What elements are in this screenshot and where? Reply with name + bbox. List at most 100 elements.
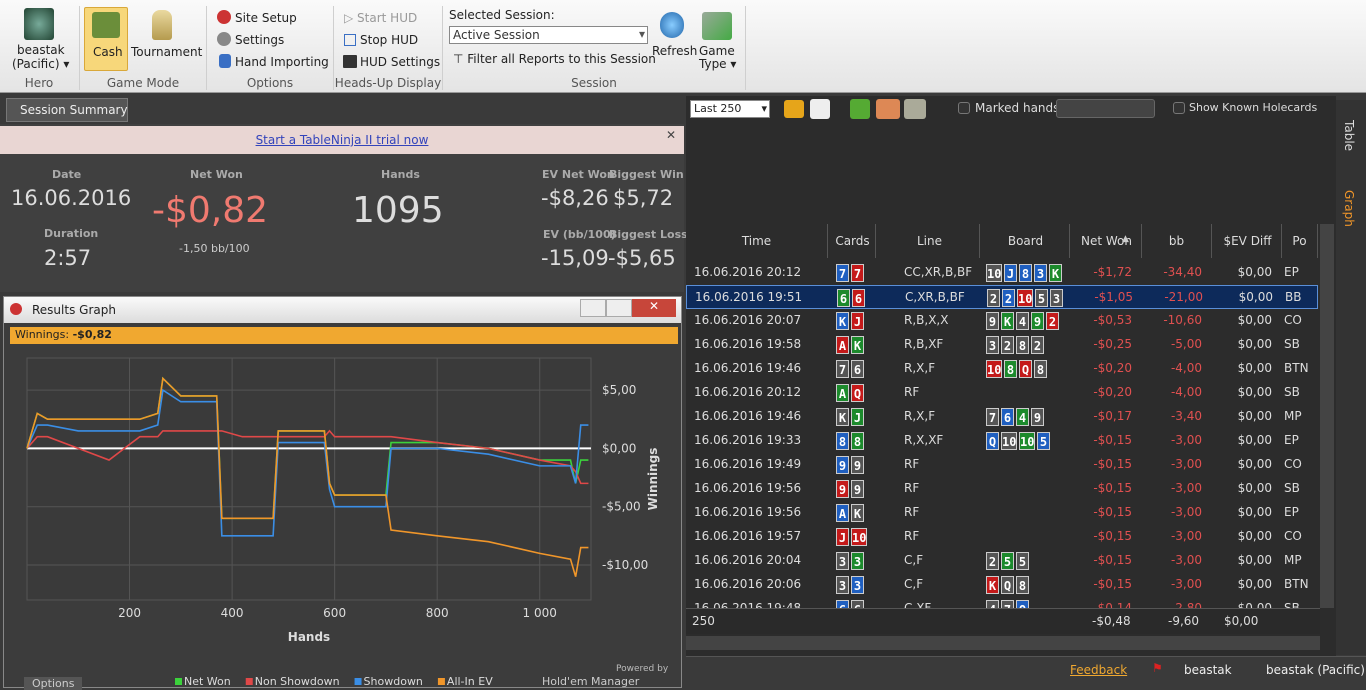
position: CO bbox=[1284, 457, 1302, 471]
hand-row[interactable]: 16.06.2016 19:56 A K RF -$0,15 -3,00 $0,00 EP bbox=[686, 501, 1318, 525]
column-header[interactable]: Po bbox=[1282, 224, 1318, 258]
board-card: 9 bbox=[986, 312, 999, 330]
stop-hud[interactable]: Stop HUD bbox=[360, 33, 419, 47]
refresh-label[interactable]: Refresh bbox=[652, 44, 698, 58]
y-tick-label: -$5,00 bbox=[602, 500, 641, 514]
maximize-button[interactable] bbox=[606, 299, 632, 317]
y-axis-label: Winnings bbox=[646, 448, 660, 511]
hand-row[interactable]: 16.06.2016 19:57 J 10 RF -$0,15 -3,00 $0,00 CO bbox=[686, 525, 1318, 549]
minimize-button[interactable] bbox=[580, 299, 606, 317]
line: R,X,XF bbox=[904, 433, 944, 447]
settings[interactable]: Settings bbox=[235, 33, 285, 47]
game-type-2[interactable]: Type ▾ bbox=[699, 57, 737, 71]
marked-dropdown[interactable] bbox=[1056, 99, 1155, 118]
hand-row[interactable]: 16.06.2016 20:12 A Q RF -$0,20 -4,00 $0,00 SB bbox=[686, 381, 1318, 405]
board-card: J bbox=[1004, 264, 1017, 282]
date: 16.06.2016 bbox=[11, 186, 132, 210]
marked-checkbox[interactable] bbox=[958, 102, 970, 114]
hand-row[interactable]: 16.06.2016 19:51 6 6 C,XR,B,BF 2 2 10 5 3 -$1,05-… bbox=[686, 285, 1318, 309]
hand-row[interactable]: 16.06.2016 20:07 K J R,B,X,X 9 K 4 9 2 -$0,53 -10,… bbox=[686, 309, 1318, 333]
table-footer: 250 -$0,48 -9,60 $0,00 bbox=[686, 608, 1320, 634]
hero-icon[interactable] bbox=[24, 8, 54, 40]
ev-diff: $0,00 bbox=[1237, 385, 1272, 399]
hole-card: 3 bbox=[851, 552, 864, 570]
filter-reports[interactable]: ⊤ Filter all Reports to this Session bbox=[453, 52, 656, 66]
flag-icon: ⚑ bbox=[1152, 661, 1163, 675]
time: 16.06.2016 19:33 bbox=[694, 433, 802, 447]
column-header[interactable]: Line bbox=[880, 224, 980, 258]
board-card: 4 bbox=[1016, 312, 1029, 330]
session-dropdown[interactable]: Active Session ▾ bbox=[449, 26, 648, 44]
hand-row[interactable]: 16.06.2016 20:06 3 3 C,F K Q 8 -$0,15 -3,00 $0,00… bbox=[686, 573, 1318, 597]
grid-button[interactable] bbox=[850, 99, 870, 119]
column-header[interactable]: Board bbox=[982, 224, 1070, 258]
replay-button[interactable] bbox=[810, 99, 830, 119]
options-tab[interactable]: Options bbox=[24, 677, 83, 690]
position: SB bbox=[1284, 337, 1300, 351]
hand-row[interactable]: 16.06.2016 20:12 7 7 CC,XR,B,BF 10 J 8 3 K -$1,72… bbox=[686, 261, 1318, 285]
board-card: 8 bbox=[1004, 360, 1017, 378]
board-card: 10 bbox=[986, 264, 1002, 282]
results-graph-window: Results Graph ✕ Winnings: -$0,82 $5,00 $0… bbox=[3, 296, 682, 690]
hand-row[interactable]: 16.06.2016 20:04 3 3 C,F 2 5 5 -$0,15 -3,00 $0,00… bbox=[686, 549, 1318, 573]
horizontal-scrollbar[interactable] bbox=[686, 636, 1320, 650]
group-label: Hero bbox=[24, 76, 54, 90]
tournament-label[interactable]: Tournament bbox=[131, 45, 203, 59]
chart-button[interactable] bbox=[876, 99, 900, 119]
hero-site[interactable]: (Pacific) ▾ bbox=[12, 57, 70, 71]
session-summary-tab[interactable]: Session Summary bbox=[6, 98, 128, 122]
cash-label: Cash bbox=[93, 45, 123, 59]
show-known-checkbox[interactable] bbox=[1173, 102, 1185, 114]
trophy-button[interactable] bbox=[904, 99, 926, 119]
bb: -3,00 bbox=[1170, 433, 1202, 447]
hand-row[interactable]: 16.06.2016 19:56 9 9 RF -$0,15 -3,00 $0,00 SB bbox=[686, 477, 1318, 501]
hole-card: A bbox=[836, 384, 849, 402]
bb: -3,00 bbox=[1170, 505, 1202, 519]
tournament-icon[interactable] bbox=[152, 10, 172, 40]
biggest-loss-label: Biggest Loss bbox=[609, 228, 688, 241]
net-won-label: Net Won bbox=[190, 168, 243, 181]
column-header[interactable]: Time bbox=[686, 224, 828, 258]
filter-dropdown[interactable]: Last 250 ▾ bbox=[690, 100, 770, 118]
hand-importing-icon bbox=[219, 54, 231, 68]
hole-card: 6 bbox=[837, 289, 850, 307]
time: 16.06.2016 20:12 bbox=[694, 265, 802, 279]
hand-row[interactable]: 16.06.2016 19:33 8 8 R,X,XF Q 10 10 5 -$0,15 -3,0… bbox=[686, 429, 1318, 453]
position: SB bbox=[1284, 601, 1300, 608]
hud-settings[interactable]: HUD Settings bbox=[360, 55, 441, 69]
hole-card: 7 bbox=[851, 264, 864, 282]
trial-link[interactable]: Start a TableNinja II trial now bbox=[255, 133, 429, 147]
close-button[interactable]: ✕ bbox=[632, 299, 676, 317]
cash-icon bbox=[92, 12, 120, 38]
board-card: 10 bbox=[1019, 432, 1035, 450]
feedback-link[interactable]: Feedback bbox=[1070, 663, 1128, 677]
vertical-scrollbar[interactable] bbox=[1320, 224, 1334, 608]
net-won: -$0,15 bbox=[1093, 529, 1132, 543]
column-header[interactable]: bb bbox=[1142, 224, 1212, 258]
start-hud[interactable]: ▷ Start HUD bbox=[344, 11, 418, 25]
game-type-1[interactable]: Game bbox=[699, 44, 735, 58]
refresh-icon[interactable] bbox=[660, 12, 684, 38]
legend-swatch bbox=[437, 678, 445, 685]
board-card: K bbox=[986, 576, 999, 594]
hand-row[interactable]: 16.06.2016 19:58 A K R,B,XF 3 2 8 2 -$0,25 -5,00 $… bbox=[686, 333, 1318, 357]
hand-row[interactable]: 16.06.2016 19:46 K J R,X,F 7 6 4 9 -$0,17 -3,40 $0… bbox=[686, 405, 1318, 429]
time: 16.06.2016 19:46 bbox=[694, 409, 802, 423]
hand-row[interactable]: 16.06.2016 19:46 7 6 R,X,F 10 8 Q 8 -$0,20 -4,00 $… bbox=[686, 357, 1318, 381]
hero-name[interactable]: beastak bbox=[17, 43, 65, 57]
game-type-icon[interactable] bbox=[702, 12, 732, 40]
hand-importing[interactable]: Hand Importing bbox=[235, 55, 329, 69]
side-tab-table[interactable]: Table bbox=[1342, 120, 1356, 152]
column-header[interactable]: $EV Diff bbox=[1214, 224, 1282, 258]
hand-row[interactable]: 16.06.2016 19:49 9 9 RF -$0,15 -3,00 $0,00 CO bbox=[686, 453, 1318, 477]
column-header[interactable]: Cards bbox=[830, 224, 876, 258]
prev-button[interactable] bbox=[784, 100, 804, 118]
column-header[interactable]: Net Won bbox=[1072, 224, 1142, 258]
hand-row[interactable]: 16.06.2016 19:48 66 C,XF 47Q -$0,14 -2,80 $0,0… bbox=[686, 597, 1318, 608]
hole-card: K bbox=[836, 408, 849, 426]
side-tab-graph[interactable]: Graph bbox=[1342, 190, 1356, 227]
close-button[interactable]: ✕ bbox=[665, 128, 676, 142]
bb: -3,00 bbox=[1170, 481, 1202, 495]
show-known: Show Known Holecards bbox=[1189, 101, 1318, 114]
site-setup[interactable]: Site Setup bbox=[235, 11, 297, 25]
